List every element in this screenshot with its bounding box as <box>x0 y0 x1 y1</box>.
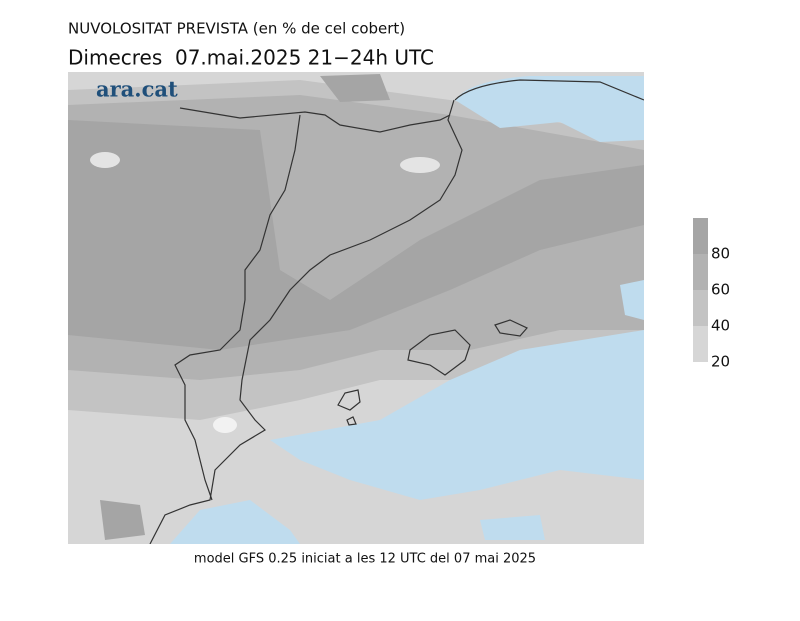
map-title: NUVOLOSITAT PREVISTA (en % de cel cobert… <box>68 20 405 38</box>
colorbar-segment <box>693 290 708 326</box>
colorbar-segment <box>693 218 708 254</box>
colorbar <box>693 218 708 362</box>
colorbar-tick-label: 40 <box>711 317 730 335</box>
footer: model GFS 0.25 iniciat a les 12 UTC del … <box>194 552 536 567</box>
colorbar-tick-label: 20 <box>711 353 730 371</box>
cloud-map <box>68 72 644 544</box>
logo: ara.cat <box>96 77 178 102</box>
map-subtitle: Dimecres 07.mai.2025 21−24h UTC <box>68 46 434 70</box>
colorbar-tick-label: 60 <box>711 281 730 299</box>
colorbar-segment <box>693 326 708 362</box>
colorbar-ticks: 20 40 60 80 <box>711 245 730 371</box>
colorbar-tick-label: 80 <box>711 245 730 263</box>
colorbar-segment <box>693 254 708 290</box>
